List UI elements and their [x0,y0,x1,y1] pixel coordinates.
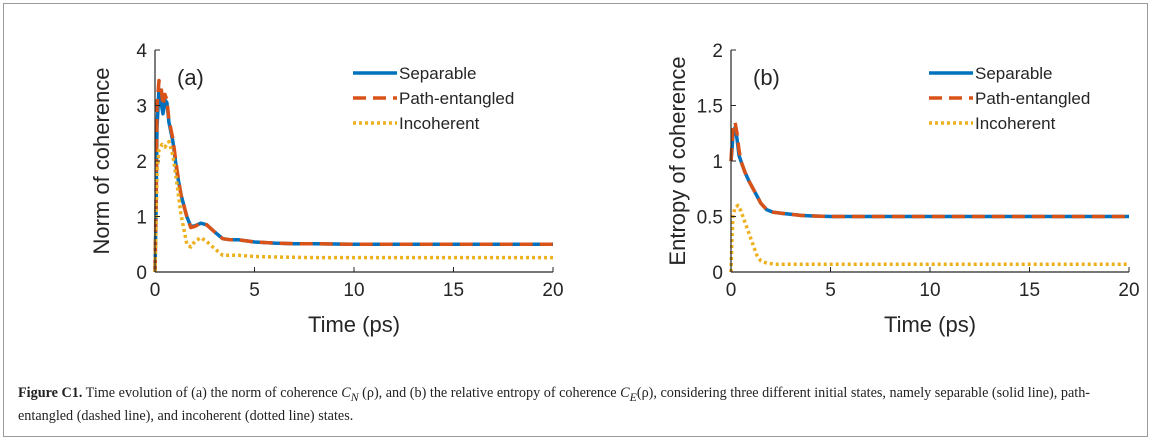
chart-1-x-tick-label-1: 5 [825,280,836,301]
figure-frame [3,3,1148,437]
chart-panel-a: 0 5 10 15 20 0 1 2 3 4 Time (ps) Norm of coherence (… [89,41,564,337]
caption-rho-1: (ρ), and (b) the relative entropy of coh… [358,385,621,401]
chart-1-y-tick-label-0: 0 [712,263,723,284]
chart-0-panel-label: (a) [177,65,204,90]
caption-rho-2: (ρ), considering three different initial… [18,385,1091,424]
chart-0-y-tick-label-1: 1 [136,208,147,229]
chart-1-x-tick-label-4: 20 [1118,280,1139,301]
chart-0-y-tick-label-2: 2 [136,152,147,173]
chart-1-legend-label-2: Incoherent [975,114,1056,133]
chart-0-legend-label-0: Separable [399,64,477,83]
chart-0-legend-label-2: Incoherent [399,114,480,133]
chart-0-x-tick-label-1: 5 [249,280,260,301]
chart-0-x-axis-label: Time (ps) [308,312,400,337]
chart-1-y-tick-label-3: 1.5 [697,97,723,118]
chart-1-x-axis-label: Time (ps) [884,312,976,337]
chart-1-legend-label-0: Separable [975,64,1053,83]
caption-ce-sub: E [629,389,637,404]
chart-0-y-tick-label-4: 4 [136,41,147,62]
chart-1-series-line-2 [729,203,1129,273]
chart-1-y-tick-label-2: 1 [712,152,723,173]
chart-0-y-axis-label: Norm of coherence [89,67,114,254]
chart-panel-b: 0 5 10 15 20 0 0.5 1 1.5 2 Time (ps) Entropy of coh… [665,41,1140,337]
chart-0-y-tick-label-0: 0 [136,263,147,284]
caption-text-1: Time evolution of (a) the norm of cohere… [82,385,342,401]
chart-1-series-line-1 [729,120,1129,219]
chart-0-x-tick-label-4: 20 [542,280,563,301]
chart-0-series-line-2 [153,139,553,273]
chart-1-x-tick-label-2: 10 [919,280,940,301]
chart-0-series-line-0 [153,87,553,273]
chart-1-y-axis-label: Entropy of coherence [665,56,690,265]
figure-caption: Figure C1. Time evolution of (a) the nor… [18,384,1133,426]
caption-cn-sub: N [350,389,359,404]
caption-label: Figure C1. [18,385,83,401]
chart-1-y-tick-label-4: 2 [712,41,723,62]
caption-cn: C [341,385,351,401]
chart-0-x-tick-label-0: 0 [150,280,161,301]
caption-ce: C [620,385,630,401]
chart-0-legend-label-1: Path-entangled [399,89,514,108]
chart-1-series-line-0 [729,125,1129,219]
chart-1-y-tick-label-1: 0.5 [697,208,723,229]
chart-0-y-tick-label-3: 3 [136,97,147,118]
chart-1-panel-label: (b) [753,65,780,90]
chart-1-legend-label-1: Path-entangled [975,89,1090,108]
chart-0-x-tick-label-3: 15 [443,280,464,301]
chart-1-x-tick-label-0: 0 [726,280,737,301]
chart-0-x-tick-label-2: 10 [343,280,364,301]
chart-1-x-tick-label-3: 15 [1019,280,1040,301]
